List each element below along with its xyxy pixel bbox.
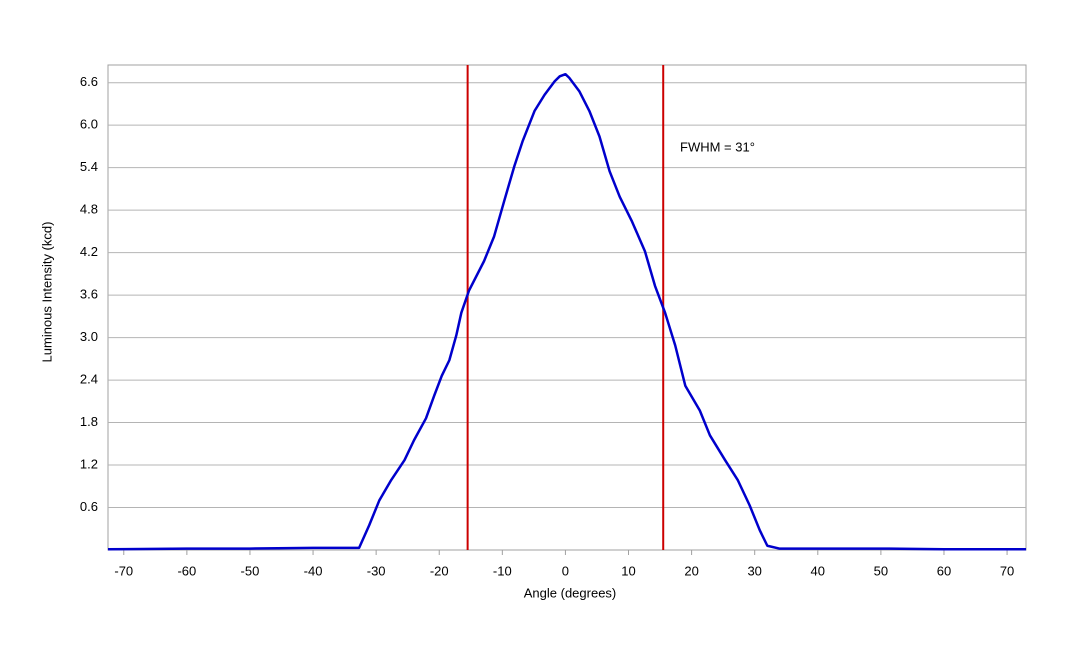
x-tick-label: 10 (621, 563, 635, 578)
y-tick-label: 4.8 (80, 202, 98, 217)
y-tick-label: 4.2 (80, 244, 98, 259)
y-tick-label: 2.4 (80, 372, 98, 387)
y-tick-label: 6.6 (80, 74, 98, 89)
plot-area (107, 64, 1027, 551)
x-tick-label: -40 (304, 563, 323, 578)
x-tick-label: 40 (811, 563, 825, 578)
y-tick-label: 1.8 (80, 414, 98, 429)
x-tick-label: -10 (493, 563, 512, 578)
y-tick-label: 5.4 (80, 159, 98, 174)
x-axis-label: Angle (degrees) (524, 585, 617, 600)
x-tick-label: -60 (177, 563, 196, 578)
x-tick-label: 0 (562, 563, 569, 578)
x-tick-label: -50 (241, 563, 260, 578)
x-tick-label: -20 (430, 563, 449, 578)
y-tick-label: 1.2 (80, 456, 98, 471)
x-tick-label: 60 (937, 563, 951, 578)
x-tick-label: 20 (684, 563, 698, 578)
x-tick-label: 70 (1000, 563, 1014, 578)
x-tick-label: 30 (747, 563, 761, 578)
y-tick-label: 0.6 (80, 499, 98, 514)
annotation: FWHM = 31° (680, 139, 755, 154)
x-tick-label: 50 (874, 563, 888, 578)
y-tick-label: 6.0 (80, 117, 98, 132)
y-axis-label: Luminous Intensity (kcd) (39, 222, 54, 363)
intensity-curve (107, 72, 1026, 551)
x-tick-label: -70 (114, 563, 133, 578)
x-tick-label: -30 (367, 563, 386, 578)
y-tick-label: 3.0 (80, 329, 98, 344)
y-tick-label: 3.6 (80, 287, 98, 302)
